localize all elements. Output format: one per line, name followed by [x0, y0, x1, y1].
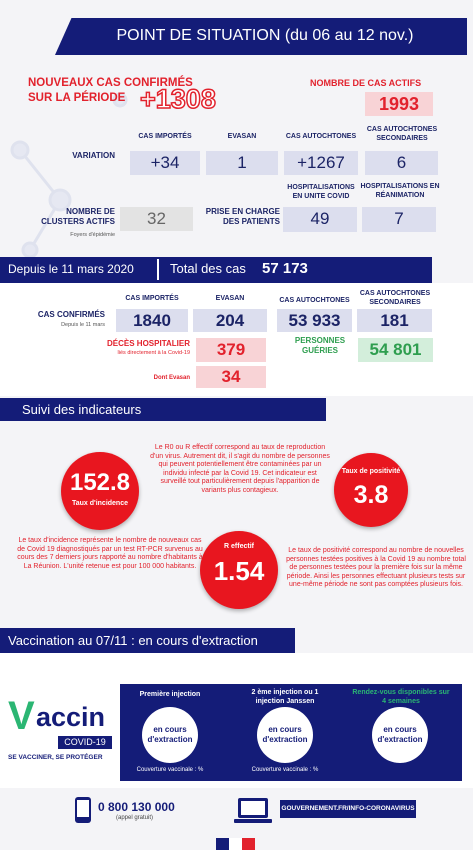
- vax-col-title: 2 ème injection ou 1 injection Janssen: [251, 689, 319, 705]
- patients-label: PRISE EN CHARGE DES PATIENTS: [205, 207, 280, 226]
- variation-value: 1: [206, 151, 278, 175]
- vaccination-title: Vaccination au 07/11 : en cours d'extrac…: [8, 633, 258, 648]
- confirmed-label: CAS CONFIRMÉS: [37, 310, 105, 319]
- phone-number: 0 800 130 000: [98, 800, 175, 814]
- vax-col-title: Première injection: [139, 691, 201, 698]
- clusters-label: NOMBRE DE CLUSTERS ACTIFS: [41, 207, 115, 226]
- col-header: CAS AUTOCHTONES SECONDAIRES: [359, 290, 431, 306]
- variation-value: 6: [365, 151, 438, 175]
- confirmed-value: 181: [357, 309, 432, 332]
- variation-value: +1267: [284, 151, 358, 175]
- website: GOUVERNEMENT.FR/INFO-CORONAVIRUS: [280, 800, 416, 818]
- col-header: CAS IMPORTÉS: [138, 133, 192, 140]
- positivity-circle: Taux de positivité 3.8: [334, 453, 408, 527]
- logo-word: accin: [36, 702, 106, 732]
- logo-initial: V: [8, 694, 35, 738]
- r-label: R effectif: [224, 543, 254, 550]
- republic-logo: [216, 838, 255, 850]
- incidence-value: 152.8: [69, 469, 131, 496]
- phone-note: (appel gratuit): [116, 815, 154, 821]
- col-header: CAS AUTOCHTONES SECONDAIRES: [366, 126, 438, 142]
- vax-status: en cours d'extraction: [257, 707, 313, 763]
- incidence-label: Taux d'incidence: [72, 500, 128, 507]
- confirmed-value: 1840: [116, 309, 188, 332]
- total-label: Total des cas: [170, 261, 246, 276]
- clusters-value: 32: [120, 207, 193, 231]
- positivity-label: Taux de positivité: [341, 468, 401, 475]
- new-cases-label: NOUVEAUX CAS CONFIRMÉS SUR LA PÉRIODE: [28, 77, 193, 104]
- variation-label: VARIATION: [72, 151, 115, 160]
- positivity-text: Le taux de positivité correspond au nomb…: [286, 547, 466, 589]
- logo-tag: COVID-19: [58, 736, 112, 749]
- col-header: CAS AUTOCHTONES: [285, 133, 357, 140]
- indicators-title: Suivi des indicateurs: [22, 402, 142, 417]
- hosp-value: 7: [362, 207, 436, 232]
- vaccination-banner: [0, 628, 295, 653]
- logo-slogan: SE VACCINER, SE PROTÉGER: [8, 754, 103, 761]
- confirmed-note: Depuis le 11 mars: [61, 322, 105, 328]
- hosp-value: 49: [283, 207, 357, 232]
- variation-value: +34: [130, 151, 200, 175]
- total-value: 57 173: [262, 260, 308, 277]
- header-bar: [55, 18, 467, 55]
- active-value: 1993: [365, 92, 433, 116]
- evasan-deaths-value: 34: [196, 366, 266, 388]
- new-cases-value: +1308: [139, 83, 216, 115]
- laptop-icon: [234, 798, 272, 823]
- separator: [157, 259, 159, 280]
- hosp-header: HOSPITALISATIONS EN RÉANIMATION: [360, 183, 440, 199]
- r-value: 1.54: [213, 556, 265, 586]
- r-circle: R effectif 1.54: [200, 531, 278, 609]
- phone-icon: [75, 797, 91, 823]
- col-header: EVASAN: [215, 295, 245, 302]
- active-label: NOMBRE DE CAS ACTIFS: [310, 78, 422, 88]
- header-title: POINT DE SITUATION (du 06 au 12 nov.): [116, 27, 414, 44]
- deaths-note: liés directement à la Covid-19: [117, 350, 190, 356]
- total-banner: [0, 257, 432, 283]
- col-header: CAS AUTOCHTONES: [279, 297, 350, 304]
- vax-col-title: Rendez-vous disponibles sur 4 semaines: [352, 689, 450, 705]
- vax-coverage: Couverture vaccinale : %: [251, 767, 319, 773]
- deaths-value: 379: [196, 338, 266, 362]
- confirmed-value: 53 933: [277, 309, 352, 332]
- deaths-label: DÉCÈS HOSPITALIER: [107, 339, 190, 348]
- recovered-label: PERSONNES GUÉRIES: [294, 336, 346, 355]
- recovered-value: 54 801: [358, 338, 433, 362]
- indicators-banner: [0, 398, 326, 421]
- incidence-text: Le taux d'incidence représente le nombre…: [17, 537, 203, 570]
- vax-status: en cours d'extraction: [142, 707, 198, 763]
- hosp-header: HOSPITALISATIONS EN UNITE COVID: [287, 184, 355, 200]
- col-header: EVASAN: [227, 133, 257, 140]
- r-text: Le R0 ou R effectif correspond au taux d…: [150, 444, 330, 494]
- incidence-circle: 152.8 Taux d'incidence: [61, 452, 139, 530]
- positivity-value: 3.8: [353, 481, 389, 509]
- vax-coverage: Couverture vaccinale : %: [136, 767, 204, 773]
- vax-status: en cours d'extraction: [372, 707, 428, 763]
- col-header: CAS IMPORTÉS: [125, 295, 179, 302]
- total-since: Depuis le 11 mars 2020: [8, 262, 134, 276]
- background-network: [10, 92, 128, 259]
- confirmed-value: 204: [193, 309, 267, 332]
- evasan-deaths-label: Dont Evasan: [153, 375, 190, 381]
- clusters-note: Foyers d'épidémie: [70, 232, 115, 238]
